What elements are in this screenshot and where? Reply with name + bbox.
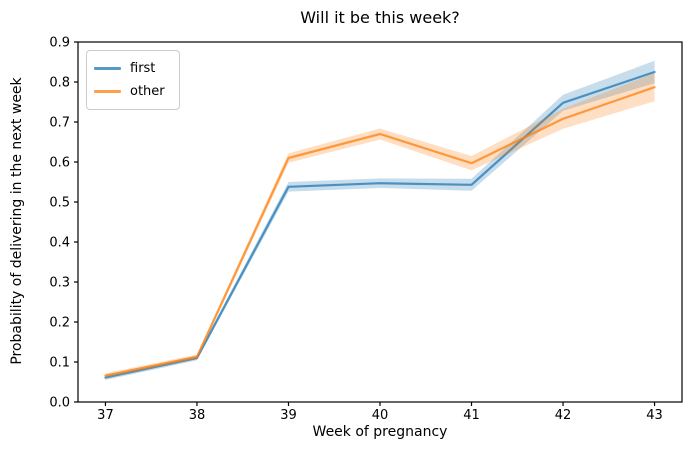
x-tick-label: 39	[280, 408, 297, 423]
x-tick-label: 41	[463, 408, 480, 423]
x-axis-label: Week of pregnancy	[312, 424, 448, 440]
y-tick-label: 0.6	[49, 156, 70, 171]
series-line-other	[104, 86, 656, 377]
y-tick-label: 0.8	[49, 76, 70, 91]
legend-item-other: other	[94, 80, 171, 103]
legend-line-swatch-first	[94, 67, 121, 70]
y-tick-label: 0.4	[49, 236, 70, 251]
x-tick-label: 40	[372, 408, 389, 423]
x-tick-label: 43	[646, 408, 663, 423]
y-axis-label: Probability of delivering in the next we…	[9, 77, 25, 365]
legend-line-swatch-other	[94, 90, 121, 93]
x-tick-label: 42	[555, 408, 572, 423]
legend-label-other: other	[130, 84, 165, 99]
x-tick-label: 37	[97, 408, 114, 423]
y-tick-label: 0.7	[49, 116, 70, 131]
series-line-first	[104, 70, 656, 379]
y-tick-label: 0.1	[49, 356, 70, 371]
y-tick-label: 0.0	[49, 396, 70, 411]
legend-item-first: first	[94, 57, 171, 80]
legend-label-first: first	[130, 61, 156, 76]
y-tick-label: 0.9	[49, 36, 70, 51]
chart-title: Will it be this week?	[300, 8, 460, 27]
y-tick-label: 0.2	[49, 316, 70, 331]
x-tick-label: 38	[189, 408, 206, 423]
confidence-band-other	[105, 73, 655, 378]
legend: first other	[86, 50, 180, 110]
y-tick-label: 0.3	[49, 276, 70, 291]
y-tick-label: 0.5	[49, 196, 70, 211]
